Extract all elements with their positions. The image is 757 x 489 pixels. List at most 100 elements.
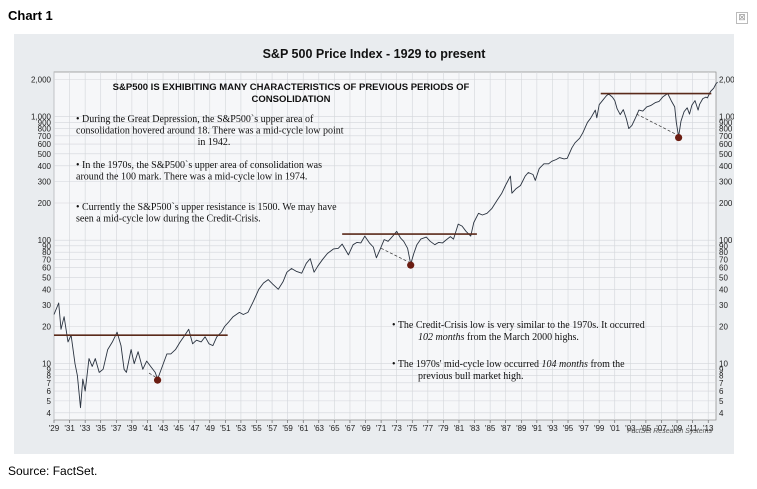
annotation-left-line: • Currently the S&P500`s upper resistanc… xyxy=(76,202,337,213)
y-tick-label-left: 50 xyxy=(42,273,51,282)
low-arrow xyxy=(636,113,677,135)
chart-subtitle-line-2: CONSOLIDATION xyxy=(252,94,331,105)
y-tick-label-right: 60 xyxy=(719,264,728,273)
x-tick-label: '59 xyxy=(282,424,293,433)
y-tick-label-right: 1,000 xyxy=(719,113,734,122)
y-tick-label-left: 100 xyxy=(38,236,52,245)
x-tick-label: '73 xyxy=(391,424,402,433)
x-tick-label: '75 xyxy=(407,424,418,433)
y-axis-right: 2,0001,000900800700600500400300200100908… xyxy=(719,75,740,418)
y-tick-label-right: 70 xyxy=(719,255,728,264)
chart-subtitle-line-1: S&P500 IS EXHIBITING MANY CHARACTERISTIC… xyxy=(113,82,470,93)
annotations-left: • During the Great Depression, the S&P50… xyxy=(76,114,344,225)
y-tick-label-right: 600 xyxy=(719,140,733,149)
y-tick-label-left: 5 xyxy=(47,397,52,406)
annotation-left-line: • In the 1970s, the S&P500`s upper area … xyxy=(76,160,322,171)
y-tick-label-left: 600 xyxy=(38,140,52,149)
x-tick-label: '61 xyxy=(298,424,309,433)
x-tick-label: '67 xyxy=(345,424,356,433)
y-tick-label-right: 200 xyxy=(719,199,733,208)
y-tick-label-left: 800 xyxy=(38,125,52,134)
y-tick-label-right: 7 xyxy=(719,379,724,388)
x-tick-label: '81 xyxy=(454,424,465,433)
y-tick-label-left: 2,000 xyxy=(31,75,52,84)
x-tick-label: '37 xyxy=(111,424,122,433)
x-tick-label: '79 xyxy=(438,424,449,433)
x-tick-label: '91 xyxy=(532,424,543,433)
x-tick-label: '09 xyxy=(672,424,683,433)
x-tick-label: '99 xyxy=(594,424,605,433)
low-marker xyxy=(407,261,415,269)
y-tick-label-right: 2,000 xyxy=(719,75,734,84)
y-tick-label-left: 90 xyxy=(42,242,51,251)
sp500-chart: S&P 500 Price Index - 1929 to present 2,… xyxy=(31,47,740,435)
x-tick-label: '45 xyxy=(173,424,184,433)
x-tick-label: '35 xyxy=(96,424,107,433)
y-tick-label-right: 100 xyxy=(719,236,733,245)
x-tick-label: '85 xyxy=(485,424,496,433)
y-tick-label-right: 40 xyxy=(719,285,728,294)
y-tick-label-left: 4 xyxy=(47,409,52,418)
y-tick-label-right: 8 xyxy=(719,372,724,381)
x-tick-label: '93 xyxy=(547,424,558,433)
x-tick-label: '69 xyxy=(360,424,371,433)
x-tick-label: '41 xyxy=(142,424,153,433)
y-tick-label-right: 700 xyxy=(719,132,733,141)
source-note: Source: FactSet. xyxy=(8,464,98,478)
grid-lines xyxy=(53,72,716,420)
x-tick-label: '65 xyxy=(329,424,340,433)
x-tick-label: '31 xyxy=(64,424,75,433)
x-tick-label: '33 xyxy=(80,424,91,433)
x-tick-label: '49 xyxy=(205,424,216,433)
x-tick-label: '53 xyxy=(236,424,247,433)
y-tick-label-right: 80 xyxy=(719,248,728,257)
x-tick-label: '71 xyxy=(376,424,387,433)
y-tick-label-left: 500 xyxy=(38,150,52,159)
x-tick-label: '63 xyxy=(314,424,325,433)
y-tick-label-right: 400 xyxy=(719,162,733,171)
annotation-left-line: in 1942. xyxy=(198,137,231,148)
x-tick-label: '89 xyxy=(516,424,527,433)
annotation-right-line: • The Credit-Crisis low is very similar … xyxy=(392,320,645,331)
y-tick-label-right: 4 xyxy=(719,409,724,418)
y-tick-label-right: 6 xyxy=(719,387,724,396)
x-axis: '29 '31 '33 '35 '37 '39 '41 '43 '45 '47 '49 '51 '53 '… xyxy=(49,420,714,433)
x-tick-label: '29 xyxy=(49,424,60,433)
annotation-left-line: consolidation hovered around 18. There w… xyxy=(76,126,344,137)
y-tick-label-left: 8 xyxy=(47,372,52,381)
y-tick-label-right: 30 xyxy=(719,301,728,310)
y-tick-label-left: 40 xyxy=(42,285,51,294)
x-tick-label: '11 xyxy=(688,424,698,433)
low-marker xyxy=(153,376,162,384)
chart-label: Chart 1 xyxy=(8,8,53,23)
low-marker xyxy=(675,133,683,142)
y-tick-label-left: 700 xyxy=(38,132,52,141)
y-tick-label-left: 200 xyxy=(38,199,52,208)
y-tick-label-left: 1,000 xyxy=(31,113,52,122)
cycle-lows xyxy=(148,113,683,384)
chart-title: S&P 500 Price Index - 1929 to present xyxy=(263,47,487,61)
y-tick-label-right: 50 xyxy=(719,273,728,282)
y-tick-label-left: 6 xyxy=(47,387,52,396)
x-tick-label: '05 xyxy=(641,424,652,433)
annotation-right-line: previous bull market high. xyxy=(418,371,524,382)
y-tick-label-left: 9 xyxy=(47,365,52,374)
x-tick-label: '51 xyxy=(220,424,231,433)
x-tick-label: '03 xyxy=(625,424,636,433)
y-tick-label-right: 9 xyxy=(719,365,724,374)
y-tick-label-right: 900 xyxy=(719,118,733,127)
y-tick-label-left: 80 xyxy=(42,248,51,257)
y-tick-label-left: 7 xyxy=(47,379,52,388)
annotation-right-line: • The 1970s' mid-cycle low occurred 104 … xyxy=(392,359,625,370)
y-tick-label-left: 400 xyxy=(38,162,52,171)
y-tick-label-right: 500 xyxy=(719,150,733,159)
low-arrow xyxy=(380,247,409,263)
x-tick-label: '87 xyxy=(500,424,511,433)
close-icon[interactable]: ⊠ xyxy=(736,12,748,24)
y-axis-left: 2,0001,000900800700600500400300200100908… xyxy=(31,75,52,417)
x-tick-label: '13 xyxy=(703,424,714,433)
y-tick-label-right: 20 xyxy=(719,323,728,332)
y-tick-label-left: 70 xyxy=(42,255,51,264)
y-tick-label-right: 10 xyxy=(719,360,728,369)
watermark: FactSet Research Systems xyxy=(627,428,712,435)
